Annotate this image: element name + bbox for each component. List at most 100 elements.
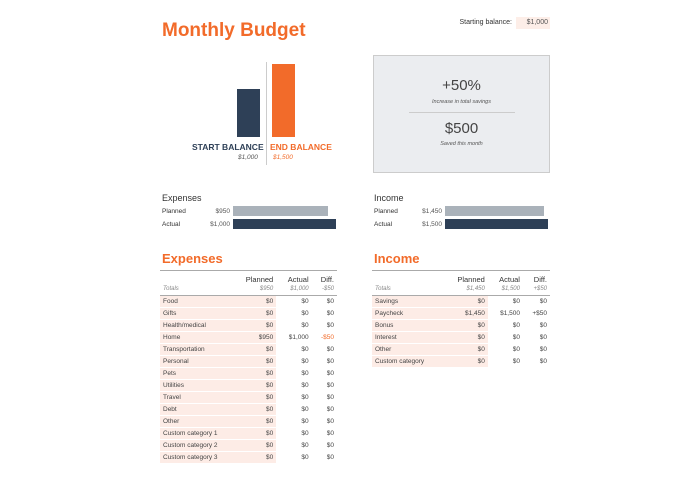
diff-cell: $0	[326, 346, 334, 353]
planned-cell[interactable]: $0	[444, 331, 488, 344]
planned-cell[interactable]: $0	[444, 343, 488, 356]
category-cell[interactable]: Transportation	[160, 343, 232, 356]
category-cell[interactable]: Health/medical	[160, 319, 232, 332]
income-planned-bar	[445, 206, 544, 216]
planned-cell[interactable]: $0	[232, 451, 277, 464]
actual-cell[interactable]: $1,500	[500, 310, 520, 317]
table-row: Savings $0 $0 $0	[372, 295, 550, 308]
category-cell[interactable]: Custom category 2	[160, 439, 232, 452]
savings-percent: +50%	[442, 77, 481, 94]
actual-cell[interactable]: $0	[301, 442, 309, 449]
diff-cell: $0	[539, 334, 547, 341]
planned-cell[interactable]: $0	[232, 427, 277, 440]
diff-cell: $0	[539, 322, 547, 329]
actual-cell[interactable]: $0	[512, 322, 520, 329]
category-cell[interactable]: Interest	[372, 331, 444, 344]
category-cell[interactable]: Other	[372, 343, 444, 356]
actual-cell[interactable]: $0	[301, 298, 309, 306]
income-planned-value: $1,450	[422, 208, 442, 215]
planned-cell[interactable]: $0	[232, 439, 277, 452]
planned-cell[interactable]: $0	[232, 307, 277, 320]
actual-cell[interactable]: $0	[301, 322, 309, 329]
diff-cell: $0	[539, 358, 547, 365]
savings-summary-card: +50% Increase in total savings $500 Save…	[373, 55, 550, 173]
saved-label: Saved this month	[440, 141, 483, 147]
category-cell[interactable]: Personal	[160, 355, 232, 368]
category-cell[interactable]: Debt	[160, 403, 232, 416]
starting-balance-input[interactable]: $1,000	[516, 17, 550, 29]
actual-cell[interactable]: $0	[301, 310, 309, 317]
table-row: Gifts $0 $0 $0	[160, 307, 337, 320]
category-cell[interactable]: Paycheck	[372, 307, 444, 320]
planned-cell[interactable]: $0	[232, 403, 277, 416]
totals-cell: -$50	[311, 283, 337, 296]
category-cell[interactable]: Utilities	[160, 379, 232, 392]
end-balance-bar	[272, 64, 295, 137]
actual-cell[interactable]: $0	[301, 454, 309, 461]
planned-cell[interactable]: $0	[232, 355, 277, 368]
actual-cell[interactable]: $0	[512, 298, 520, 306]
table-row: Pets $0 $0 $0	[160, 367, 337, 380]
actual-cell[interactable]: $0	[301, 406, 309, 413]
category-cell[interactable]: Savings	[372, 295, 444, 308]
actual-cell[interactable]: $0	[301, 430, 309, 437]
planned-cell[interactable]: $0	[232, 295, 277, 308]
actual-cell[interactable]: $0	[301, 358, 309, 365]
category-cell[interactable]: Other	[160, 415, 232, 428]
actual-cell[interactable]: $0	[301, 394, 309, 401]
planned-cell[interactable]: $0	[444, 295, 488, 308]
savings-percent-label: Increase in total savings	[431, 99, 491, 105]
end-balance-value: $1,500	[273, 154, 293, 161]
actual-cell[interactable]: $0	[301, 382, 309, 389]
column-header: Diff.	[320, 274, 334, 284]
totals-row: Totals $1,450 $1,500 +$50	[372, 283, 550, 296]
table-row: Transportation $0 $0 $0	[160, 343, 337, 356]
diff-cell: $0	[539, 346, 547, 353]
planned-cell[interactable]: $0	[232, 379, 277, 392]
category-cell[interactable]: Custom category	[372, 355, 444, 368]
diff-cell: $0	[326, 454, 334, 461]
table-row: Utilities $0 $0 $0	[160, 379, 337, 392]
category-cell[interactable]: Travel	[160, 391, 232, 404]
category-cell[interactable]: Gifts	[160, 307, 232, 320]
table-row: Home $950 $1,000 -$50	[160, 331, 337, 344]
table-row: Travel $0 $0 $0	[160, 391, 337, 404]
planned-cell[interactable]: $1,450	[444, 307, 488, 320]
category-cell[interactable]: Custom category 3	[160, 451, 232, 464]
actual-cell[interactable]: $0	[301, 370, 309, 377]
table-row: Paycheck $1,450 $1,500 +$50	[372, 307, 550, 320]
category-cell[interactable]: Home	[160, 331, 232, 344]
actual-cell[interactable]: $0	[512, 358, 520, 365]
planned-cell[interactable]: $0	[232, 367, 277, 380]
planned-cell[interactable]: $0	[232, 415, 277, 428]
planned-cell[interactable]: $0	[444, 319, 488, 332]
planned-cell[interactable]: $0	[444, 355, 488, 368]
planned-cell[interactable]: $0	[232, 391, 277, 404]
planned-cell[interactable]: $0	[232, 343, 277, 356]
diff-cell: $0	[326, 358, 334, 365]
actual-cell[interactable]: $0	[512, 334, 520, 341]
category-cell[interactable]: Custom category 1	[160, 427, 232, 440]
actual-cell[interactable]: $0	[301, 418, 309, 425]
income-actual-bar	[445, 219, 548, 229]
actual-cell[interactable]: $0	[512, 346, 520, 353]
category-cell[interactable]: Food	[160, 295, 232, 308]
column-header: Diff.	[533, 274, 547, 284]
planned-cell[interactable]: $0	[232, 319, 277, 332]
diff-cell: $0	[326, 382, 334, 389]
income-table: Planned Actual Diff. Totals $1,450 $1,500 +$50…	[372, 270, 550, 368]
end-balance-label: END BALANCE	[270, 142, 332, 152]
category-cell[interactable]: Pets	[160, 367, 232, 380]
category-cell[interactable]: Bonus	[372, 319, 444, 332]
column-header: Planned	[245, 274, 274, 284]
actual-cell[interactable]: $0	[301, 346, 309, 353]
table-row: Bonus $0 $0 $0	[372, 319, 550, 332]
table-row: Health/medical $0 $0 $0	[160, 319, 337, 332]
diff-cell: $0	[326, 310, 334, 317]
start-balance-value: $1,000	[238, 154, 258, 161]
actual-cell[interactable]: $1,000	[288, 334, 309, 341]
table-header: Planned Actual Diff.	[372, 271, 550, 284]
table-row: Custom category 2 $0 $0 $0	[160, 439, 337, 452]
planned-cell[interactable]: $950	[232, 331, 277, 344]
card-divider	[409, 112, 515, 113]
